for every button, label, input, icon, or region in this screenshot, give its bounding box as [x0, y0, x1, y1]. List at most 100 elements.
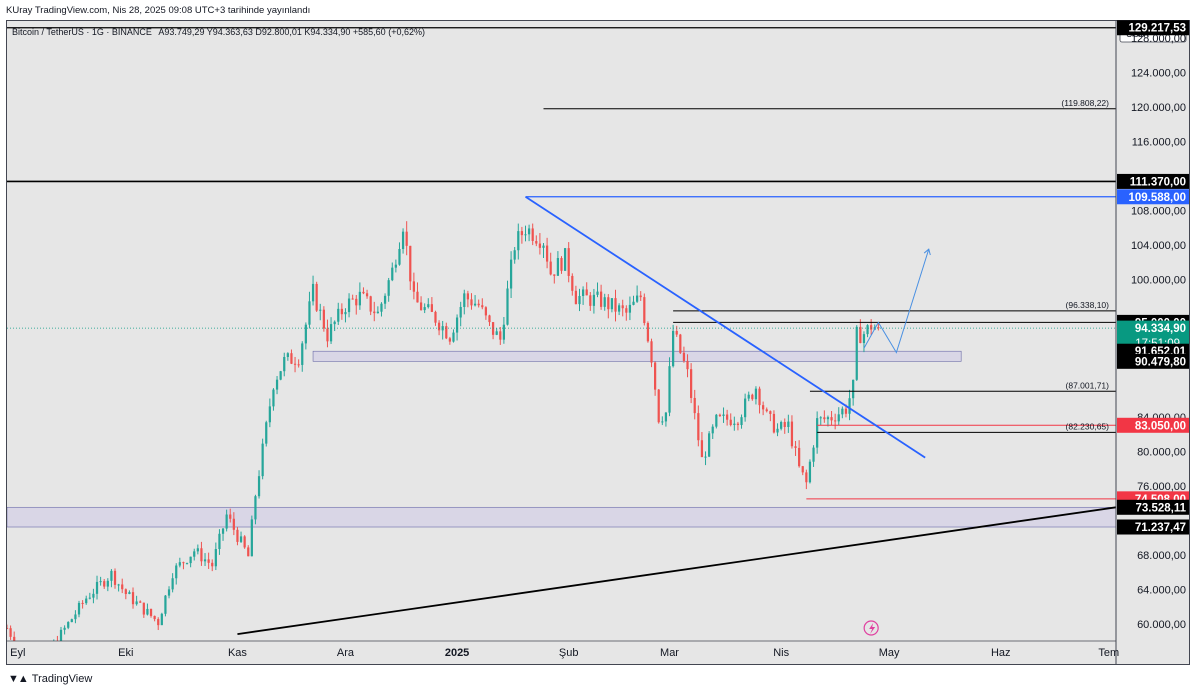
candle-body — [326, 328, 329, 342]
candle-body — [164, 595, 167, 614]
candle-body — [473, 303, 477, 306]
candle-body — [135, 601, 138, 605]
candle-body — [571, 275, 574, 291]
candle-body — [106, 580, 109, 587]
candle-body — [834, 420, 837, 422]
candle-body — [661, 421, 664, 423]
candle-body — [99, 581, 102, 583]
candle-body — [772, 413, 776, 433]
candle-body — [527, 228, 531, 235]
x-tick-label: Nis — [773, 647, 789, 659]
candle-body — [113, 570, 117, 585]
projection-arrow — [923, 248, 931, 256]
price-label: 111.370,00 — [1130, 176, 1186, 188]
x-tick-label: Kas — [228, 647, 247, 659]
candle-body — [110, 570, 113, 581]
candle-body — [790, 421, 794, 447]
candle-body — [301, 343, 304, 365]
candle-body — [419, 302, 423, 311]
candle-body — [387, 280, 390, 296]
candle-body — [780, 422, 783, 429]
candle-body — [225, 514, 228, 529]
candle-body — [286, 353, 289, 357]
candle-body — [182, 562, 185, 564]
price-label: 71.237,47 — [1135, 522, 1186, 534]
x-tick-label: 2025 — [445, 647, 469, 659]
candle-body — [589, 295, 592, 306]
candle-body — [70, 619, 73, 623]
candle-body — [304, 324, 307, 344]
candle-body — [344, 312, 347, 315]
candle-body — [293, 363, 297, 365]
candle-body — [9, 628, 12, 637]
candle-body — [729, 419, 732, 425]
y-tick-label: 60.000,00 — [1137, 619, 1186, 631]
candle-body — [383, 295, 387, 304]
candle-body — [499, 331, 502, 340]
candle-body — [13, 636, 16, 641]
candle-body — [545, 245, 549, 262]
candle-body — [67, 622, 70, 628]
candle-body — [257, 476, 261, 497]
candle-body — [776, 428, 779, 433]
candle-body — [628, 304, 632, 313]
candle-body — [103, 581, 106, 587]
candle-body — [131, 592, 135, 605]
candle-body — [693, 397, 696, 414]
candle-body — [690, 369, 693, 398]
candle-body — [391, 267, 394, 281]
y-tick-label: 124.000,00 — [1131, 68, 1186, 80]
y-tick-label: 80.000,00 — [1137, 447, 1186, 459]
candle-body — [56, 641, 58, 643]
candle-body — [171, 578, 174, 590]
trendline-black — [237, 506, 1116, 636]
candle-body — [455, 317, 459, 333]
candle-body — [128, 592, 131, 595]
candle-body — [870, 325, 873, 330]
projection-path — [863, 249, 930, 354]
candle-body — [610, 298, 614, 310]
candle-body — [477, 303, 480, 306]
candle-body — [261, 443, 264, 477]
candle-body — [409, 245, 412, 282]
candle-body — [470, 299, 473, 306]
candle-body — [502, 324, 506, 340]
candle-body — [229, 514, 232, 519]
candle-body — [329, 324, 333, 342]
candle-body — [751, 394, 754, 400]
candle-body — [733, 423, 736, 425]
candle-body — [153, 615, 156, 620]
candle-body — [855, 326, 858, 380]
candle-body — [337, 308, 340, 322]
candle-body — [380, 303, 383, 312]
candle-body — [250, 519, 253, 557]
candle-body — [376, 311, 379, 314]
candle-body — [81, 602, 84, 604]
y-tick-label: 116.000,00 — [1132, 137, 1186, 149]
y-tick-label: 100.000,00 — [1131, 274, 1186, 286]
candle-body — [412, 281, 415, 292]
chart-frame[interactable] — [6, 20, 1190, 665]
candle-body — [769, 411, 772, 414]
candle-body — [59, 629, 63, 641]
candle-body — [265, 422, 268, 444]
candle-body — [319, 309, 322, 311]
candle-body — [243, 536, 246, 548]
candle-body — [592, 294, 596, 306]
candle-body — [45, 651, 47, 661]
candle-body — [862, 334, 866, 344]
support-zone-1 — [7, 506, 1116, 528]
candle-body — [185, 563, 189, 565]
candle-body — [308, 301, 311, 325]
candle-body — [430, 304, 433, 312]
candle-body — [841, 408, 844, 415]
candle-body — [801, 466, 804, 473]
x-tick-label: Eyl — [10, 647, 25, 659]
candle-body — [149, 608, 153, 616]
candle-body — [826, 417, 830, 420]
candle-body — [672, 330, 675, 367]
candle-body — [167, 589, 171, 596]
candle-body — [668, 366, 671, 413]
candle-body — [398, 248, 401, 265]
